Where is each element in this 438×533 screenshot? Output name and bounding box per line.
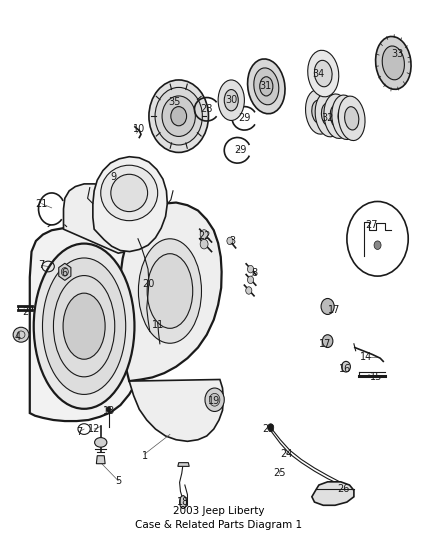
Ellipse shape <box>180 496 187 508</box>
Ellipse shape <box>374 241 381 249</box>
Polygon shape <box>64 184 137 253</box>
Ellipse shape <box>205 388 224 411</box>
Ellipse shape <box>260 77 273 96</box>
Text: 9: 9 <box>110 172 116 182</box>
Polygon shape <box>59 263 71 280</box>
Text: 1: 1 <box>141 451 148 461</box>
Text: 25: 25 <box>273 469 286 478</box>
Polygon shape <box>30 228 148 421</box>
Text: 23: 23 <box>262 424 274 434</box>
Ellipse shape <box>247 59 285 114</box>
Text: 24: 24 <box>281 449 293 459</box>
Text: 15: 15 <box>370 373 382 382</box>
Ellipse shape <box>268 424 274 431</box>
Ellipse shape <box>200 230 208 239</box>
Ellipse shape <box>308 50 339 97</box>
Ellipse shape <box>13 327 29 342</box>
Text: 22: 22 <box>199 231 211 240</box>
Ellipse shape <box>322 335 333 348</box>
Ellipse shape <box>149 80 208 152</box>
Text: 34: 34 <box>313 69 325 78</box>
Ellipse shape <box>34 244 134 409</box>
Polygon shape <box>129 379 223 441</box>
Text: 8: 8 <box>252 268 258 278</box>
Ellipse shape <box>254 68 279 105</box>
Ellipse shape <box>382 46 404 80</box>
Text: 2003 Jeep Liberty
Case & Related Parts Diagram 1: 2003 Jeep Liberty Case & Related Parts D… <box>135 506 303 530</box>
Text: 27: 27 <box>365 220 378 230</box>
Ellipse shape <box>246 287 252 294</box>
Ellipse shape <box>162 96 195 136</box>
Text: 16: 16 <box>339 364 351 374</box>
Ellipse shape <box>312 100 326 124</box>
Ellipse shape <box>315 92 342 137</box>
Ellipse shape <box>324 94 350 139</box>
Text: 29: 29 <box>238 114 251 123</box>
Text: 17: 17 <box>328 305 340 315</box>
Ellipse shape <box>321 298 334 314</box>
Text: 2: 2 <box>22 307 28 317</box>
Text: 30: 30 <box>225 95 237 105</box>
Text: 7: 7 <box>76 427 82 437</box>
Ellipse shape <box>306 90 332 134</box>
Ellipse shape <box>42 258 126 394</box>
Text: 32: 32 <box>321 114 334 123</box>
Text: 14: 14 <box>360 352 372 362</box>
Polygon shape <box>96 456 105 464</box>
Ellipse shape <box>224 90 238 111</box>
Polygon shape <box>119 203 222 381</box>
Ellipse shape <box>61 268 68 276</box>
Ellipse shape <box>342 361 350 372</box>
Ellipse shape <box>106 407 111 412</box>
Text: 35: 35 <box>168 98 180 107</box>
Ellipse shape <box>63 293 105 359</box>
Ellipse shape <box>247 276 254 284</box>
Text: 3: 3 <box>229 236 235 246</box>
Text: 17: 17 <box>319 339 331 349</box>
Ellipse shape <box>147 254 193 328</box>
Text: 33: 33 <box>392 50 404 59</box>
Text: 5: 5 <box>115 476 121 486</box>
Text: 4: 4 <box>14 332 21 342</box>
Ellipse shape <box>95 438 107 447</box>
Text: 19: 19 <box>208 396 220 406</box>
Ellipse shape <box>376 36 411 90</box>
Ellipse shape <box>321 103 336 126</box>
Ellipse shape <box>218 80 244 120</box>
Ellipse shape <box>111 174 148 212</box>
Ellipse shape <box>332 95 358 140</box>
Text: 6: 6 <box>62 268 68 278</box>
Text: 20: 20 <box>142 279 154 288</box>
Polygon shape <box>312 482 354 505</box>
Ellipse shape <box>209 393 220 406</box>
Ellipse shape <box>138 239 201 343</box>
Text: 29: 29 <box>234 146 246 155</box>
Text: 13: 13 <box>102 407 115 416</box>
Ellipse shape <box>330 104 344 128</box>
Ellipse shape <box>227 237 233 245</box>
Ellipse shape <box>247 265 254 273</box>
Polygon shape <box>178 463 189 466</box>
Ellipse shape <box>314 60 332 87</box>
Text: 10: 10 <box>133 124 145 134</box>
Text: 21: 21 <box>35 199 48 208</box>
Text: 7: 7 <box>39 261 45 270</box>
Polygon shape <box>93 157 167 252</box>
Text: 28: 28 <box>201 104 213 114</box>
Ellipse shape <box>339 96 365 141</box>
Text: 12: 12 <box>88 424 100 434</box>
Ellipse shape <box>155 87 202 145</box>
Ellipse shape <box>171 107 187 126</box>
Text: 31: 31 <box>259 82 271 91</box>
Ellipse shape <box>345 107 359 130</box>
Text: 18: 18 <box>177 497 189 507</box>
Circle shape <box>347 201 408 276</box>
Ellipse shape <box>101 165 158 221</box>
Text: 11: 11 <box>152 320 165 330</box>
Ellipse shape <box>200 239 208 249</box>
Ellipse shape <box>338 106 352 129</box>
Text: 26: 26 <box>338 484 350 494</box>
